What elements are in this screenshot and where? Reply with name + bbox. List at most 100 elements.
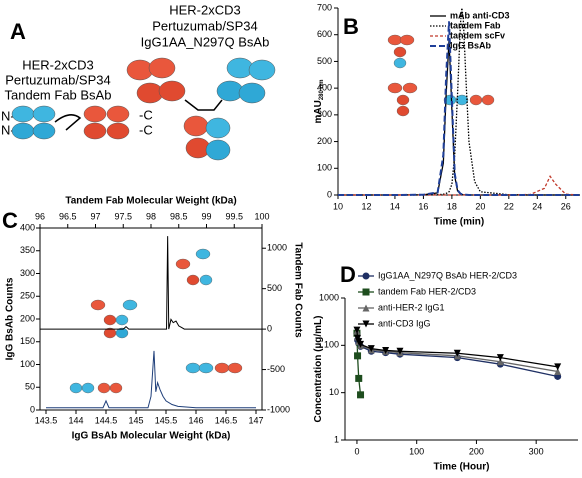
diagram-text: HER-2xCD3 [22,57,94,72]
tick-label: 200 [469,446,484,456]
diagram-text: Tandem Fab BsAb [5,87,112,102]
tick-label: 600 [317,29,332,39]
tick-label: 1000 [267,243,287,253]
tick-label: 100 [254,211,269,221]
terminus: N- [1,108,15,123]
series-line [338,175,581,196]
panel-label: A [10,19,26,44]
tick-label: 144 [68,415,83,425]
tick-label: 10 [329,387,339,397]
y2-axis-title: Tandem Fab Counts [292,242,303,338]
tick-label: 145.5 [155,415,178,425]
tick-label: 22 [504,201,514,211]
legend-label: anti-CD3 IgG [378,318,431,328]
plot-frame [39,227,263,411]
tick-label: 99 [201,211,211,221]
tick-label: 700 [317,2,332,12]
marker [554,368,562,376]
y-axis-title: IgG BsAb Counts [5,277,16,360]
tick-label: 12 [361,201,371,211]
tick-label: 500 [317,56,332,66]
marker [362,304,370,312]
series-line [338,7,580,196]
x2-axis-title: Tandem Fab Molecular Weight (kDa) [65,196,236,207]
tick-label: 24 [532,201,542,211]
marker [357,391,365,399]
marker [354,352,362,360]
marker [362,320,370,328]
tick-label: 300 [529,446,544,456]
marker [362,272,370,280]
tick-label: 0 [267,323,272,333]
x-axis-title: IgG BsAb Molecular Weight (kDa) [72,431,231,442]
tick-label: 100 [317,163,332,173]
tick-label: 16 [418,201,428,211]
tick-label: 144.5 [95,415,118,425]
marker [554,363,562,371]
y-axis-title-main: Concentration (µg/mL) [313,316,324,423]
tick-label: 500 [267,283,282,293]
tick-label: 145 [128,415,143,425]
tick-label: 400 [317,83,332,93]
tick-label: 1000 [319,292,339,302]
tick-label: 97.5 [114,211,132,221]
legend-label: IgG BsAb [450,40,492,50]
tick-label: 300 [20,268,35,278]
marker [355,374,363,382]
terminus: N- [1,122,15,137]
tick-label: 18 [447,201,457,211]
legend-label: mAb anti-CD3 [450,10,510,20]
tick-label: 26 [561,201,571,211]
diagram-text: Pertuzumab/SP34 [5,72,111,87]
spectrum-line [46,350,256,409]
panel-label: C [2,208,18,233]
diagram-text: HER-2xCD3 [169,2,241,17]
y-axis-title: mAU280 nm [313,79,325,123]
tick-label: 350 [20,245,35,255]
panel-label: B [343,14,359,39]
x-axis-title: Time (Hour) [434,462,490,473]
marker [496,354,504,362]
tick-label: 150 [20,336,35,346]
igg-cartoon [126,57,276,161]
tick-label: 400 [20,222,35,232]
tick-label: 100 [409,446,424,456]
diagram-text: IgG1AA_N297Q BsAb [141,34,270,49]
tick-label: 100 [20,359,35,369]
marker [353,326,361,334]
tick-label: 143.5 [35,415,58,425]
tick-label: 147 [248,415,263,425]
series-line [338,21,580,196]
panel-label: D [340,262,356,287]
terminus: -C [139,107,153,122]
marker [453,349,461,357]
legend-label: tandem Fab HER-2/CD3 [378,286,476,296]
tick-label: 100 [324,340,339,350]
tick-label: 250 [20,291,35,301]
tick-label: 0 [354,446,359,456]
tick-label: -500 [267,364,285,374]
x-axis-title: Time (min) [434,217,484,228]
tick-label: 146 [188,415,203,425]
tick-label: 200 [317,136,332,146]
y-axis-title-sub: 280 nm [319,79,325,100]
marker [362,288,370,296]
legend-label: anti-HER-2 IgG1 [378,302,445,312]
tick-label: 14 [390,201,400,211]
tick-label: 99.5 [225,211,243,221]
terminus: -C [139,122,153,137]
tick-label: 200 [20,313,35,323]
legend-label: IgG1AA_N297Q BsAb HER-2/CD3 [378,270,517,280]
mini-cartoon [69,34,495,394]
tandem-fab-cartoon [11,105,130,140]
tick-label: 98.5 [170,211,188,221]
tick-label: 96.5 [59,211,77,221]
diagram-text: Pertuzumab/SP34 [152,18,258,33]
legend-label: tandem scFv [450,30,505,40]
tick-label: 146.5 [215,415,238,425]
tick-label: 50 [25,382,35,392]
marker [396,347,404,355]
legend-label: tandem Fab [450,20,501,30]
tick-label: 0 [327,189,332,199]
